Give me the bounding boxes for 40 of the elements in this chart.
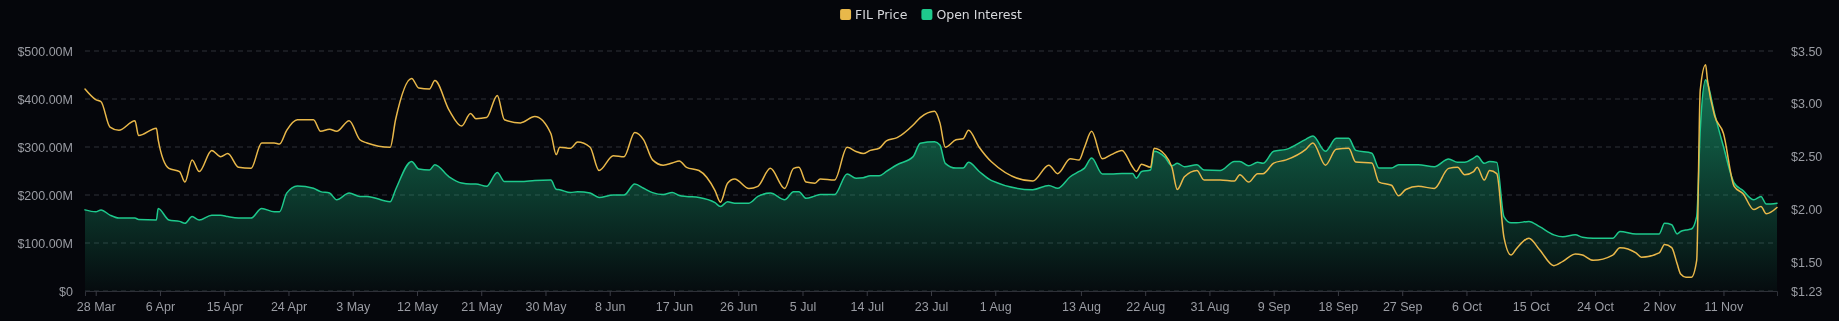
y-tick-label: $0 xyxy=(59,284,74,299)
x-tick-label: 9 Sep xyxy=(1257,299,1291,314)
x-tick-label: 2 Nov xyxy=(1643,299,1677,314)
y-tick-label: $500.00M xyxy=(17,44,73,59)
x-tick-label: 23 Jul xyxy=(914,299,949,314)
legend-label: Open Interest xyxy=(936,7,1023,22)
y-tick-label: $100.00M xyxy=(17,236,73,251)
x-tick-label: 15 Apr xyxy=(206,299,243,314)
x-tick-label: 14 Jul xyxy=(850,299,884,314)
x-tick-label: 8 Jun xyxy=(594,299,626,314)
x-tick-label: 6 Oct xyxy=(1452,299,1483,314)
x-tick-label: 12 May xyxy=(396,299,439,314)
x-tick-label: 6 Apr xyxy=(145,299,176,314)
y-tick-label: $400.00M xyxy=(17,92,73,107)
x-tick-label: 13 Aug xyxy=(1061,299,1101,314)
legend-label: FIL Price xyxy=(855,7,908,22)
x-tick-label: 17 Jun xyxy=(655,299,694,314)
x-tick-label: 11 Nov xyxy=(1704,299,1745,314)
x-tick-label: 18 Sep xyxy=(1318,299,1359,314)
x-tick-label: 30 May xyxy=(525,299,568,314)
y-tick-label: $200.00M xyxy=(17,188,73,203)
y2-tick-label: $3.50 xyxy=(1791,44,1823,59)
x-tick-label: 21 May xyxy=(461,299,503,314)
y2-tick-label: $2.50 xyxy=(1791,150,1823,165)
y2-tick-label: $2.00 xyxy=(1791,203,1823,218)
x-tick-label: 1 Aug xyxy=(979,299,1012,314)
x-tick-label: 3 May xyxy=(336,299,371,314)
x-tick-label: 24 Oct xyxy=(1577,299,1615,314)
x-tick-label: 24 Apr xyxy=(270,299,308,314)
x-tick-label: 26 Jun xyxy=(719,299,758,314)
y2-tick-label: $1.50 xyxy=(1791,255,1823,270)
x-tick-label: 22 Aug xyxy=(1126,299,1166,314)
x-tick-label: 27 Sep xyxy=(1382,299,1423,314)
y2-tick-label: $3.00 xyxy=(1791,97,1823,112)
y-tick-label: $300.00M xyxy=(17,140,73,155)
x-tick-label: 15 Oct xyxy=(1512,299,1551,314)
y2-tick-label: $1.23 xyxy=(1791,284,1823,299)
x-tick-label: 31 Aug xyxy=(1190,299,1230,314)
x-tick-label: 28 Mar xyxy=(76,299,116,314)
x-tick-label: 5 Jul xyxy=(789,299,817,314)
